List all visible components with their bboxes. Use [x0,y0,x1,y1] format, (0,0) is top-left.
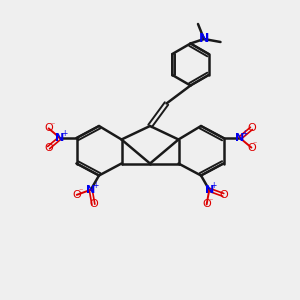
Text: O: O [44,123,53,134]
Text: +: + [210,181,217,190]
Text: N: N [236,133,244,143]
Text: ⁻: ⁻ [50,120,54,129]
Text: O: O [202,200,211,209]
Text: O: O [44,142,53,153]
Text: O: O [72,190,81,200]
Text: O: O [247,123,256,134]
Text: N: N [199,32,209,46]
Text: O: O [247,142,256,153]
Text: N: N [205,185,214,195]
Text: ⁻: ⁻ [253,140,257,148]
Text: O: O [219,190,228,200]
Text: O: O [89,200,98,209]
Text: N: N [86,185,95,195]
Text: ⁻: ⁻ [78,187,82,196]
Text: +: + [241,129,247,138]
Text: N: N [56,133,64,143]
Text: +: + [61,129,68,138]
Text: ⁻: ⁻ [208,196,212,206]
Text: +: + [92,181,98,190]
